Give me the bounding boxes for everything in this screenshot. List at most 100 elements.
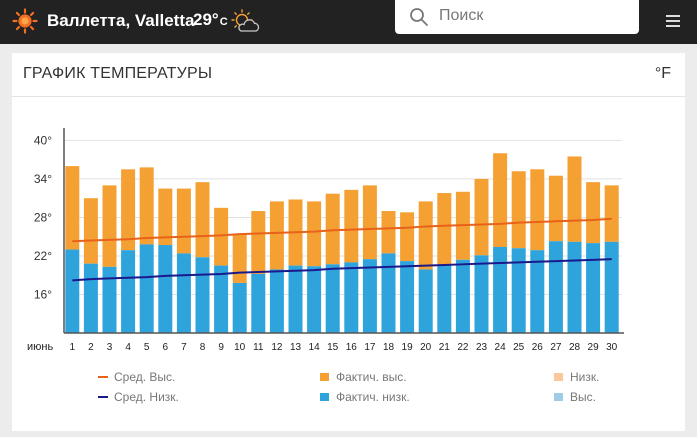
bar-actual-high (232, 233, 247, 283)
avg-low-line (72, 258, 612, 282)
bar-actual-high (511, 171, 526, 249)
x-tick-label: 14 (309, 342, 321, 353)
bar-actual-low (493, 246, 508, 333)
bar-actual-high (418, 201, 433, 270)
bar-actual-low (418, 269, 433, 333)
bar-actual-low (548, 241, 563, 333)
search-icon[interactable] (409, 7, 429, 27)
x-tick-label: 15 (327, 342, 339, 353)
x-tick-label: 7 (181, 342, 187, 353)
sun-logo-icon[interactable] (12, 8, 38, 34)
x-tick-label: 19 (402, 342, 414, 353)
bar-actual-high (530, 169, 545, 251)
bar-actual-high (121, 169, 136, 251)
bar-actual-low (65, 249, 80, 333)
avg-high-line (72, 217, 612, 243)
bar-actual-low (437, 265, 452, 333)
bar-actual-low (214, 265, 229, 333)
city-name-latin: Valletta (134, 11, 195, 30)
unit-toggle-button[interactable]: °F (654, 65, 671, 82)
y-tick-label: 34° (34, 172, 52, 186)
bar-actual-low (511, 248, 526, 333)
bar-actual-low (102, 266, 117, 333)
bar-actual-high (604, 185, 619, 242)
card-title: ГРАФИК ТЕМПЕРАТУРЫ (23, 65, 213, 82)
search-box[interactable] (395, 0, 639, 34)
city-name: Валлетта, (47, 11, 131, 30)
legend-swatch (554, 373, 563, 381)
top-bar: Валлетта, Valletta 29°C (0, 0, 697, 44)
bar-actual-low (176, 253, 191, 333)
legend-label: Выс. (570, 390, 596, 404)
legend-label: Сред. Выс. (114, 370, 175, 384)
x-tick-label: 4 (125, 342, 131, 353)
x-tick-label: 3 (107, 342, 113, 353)
x-tick-label: 20 (420, 342, 432, 353)
y-tick-label: 28° (34, 210, 52, 224)
search-input[interactable] (437, 3, 631, 29)
legend-label: Низк. (570, 370, 599, 384)
x-tick-label: 1 (70, 342, 76, 353)
x-tick-label: 17 (364, 342, 376, 353)
temperature-chart-card: ГРАФИК ТЕМПЕРАТУРЫ °F 40° 34° 28° 22° 16° июн… (12, 53, 685, 431)
x-tick-label: 23 (476, 342, 488, 353)
x-tick-label: 27 (550, 342, 562, 353)
bar-actual-high (307, 201, 322, 267)
bar-actual-high (493, 153, 508, 247)
x-tick-label: 22 (457, 342, 469, 353)
bar-actual-high (381, 211, 396, 254)
x-tick-label: 11 (253, 342, 264, 353)
bar-actual-low (195, 257, 210, 333)
bar-actual-low (400, 261, 415, 333)
month-label: июнь (27, 341, 53, 353)
bar-actual-low (269, 269, 284, 333)
bar-actual-high (65, 166, 80, 250)
bar-actual-low (139, 244, 154, 333)
bar-actual-high (195, 182, 210, 258)
bar-actual-high (251, 211, 266, 274)
x-tick-label: 6 (163, 342, 169, 353)
y-tick-label: 22° (34, 249, 52, 263)
bar-actual-high (548, 175, 563, 242)
x-tick-label: 18 (383, 342, 395, 353)
bar-actual-high (176, 188, 191, 254)
location-title[interactable]: Валлетта, Valletta (47, 11, 194, 31)
x-tick-label: 24 (495, 342, 507, 353)
partly-cloudy-icon (231, 9, 260, 32)
x-tick-label: 8 (200, 342, 206, 353)
temperature-value: 29° (193, 10, 219, 29)
bar-actual-high (214, 207, 229, 266)
legend-swatch (320, 393, 329, 401)
bar-actual-low (325, 264, 340, 333)
x-tick-label: 16 (346, 342, 358, 353)
bar-actual-low (344, 262, 359, 333)
bar-actual-low (567, 241, 582, 333)
y-tick-label: 16° (34, 287, 52, 301)
bar-actual-high (344, 189, 359, 263)
bar-actual-low (586, 243, 601, 333)
x-tick-label: 5 (144, 342, 150, 353)
bar-actual-high (586, 182, 601, 244)
x-tick-label: 28 (569, 342, 581, 353)
menu-icon[interactable] (666, 15, 680, 28)
current-temperature: 29°C (193, 10, 228, 30)
bar-actual-low (121, 250, 136, 333)
bar-actual-high (83, 198, 98, 264)
bar-actual-low (232, 282, 247, 333)
bar-actual-high (567, 156, 582, 242)
bar-actual-high (102, 185, 117, 267)
x-tick-label: 9 (218, 342, 224, 353)
bar-actual-high (362, 185, 377, 260)
bar-actual-low (530, 250, 545, 333)
bar-actual-low (288, 265, 303, 333)
bar-actual-low (83, 263, 98, 333)
bar-actual-low (604, 241, 619, 333)
x-tick-label: 29 (588, 342, 600, 353)
bar-actual-high (400, 212, 415, 262)
temperature-unit: C (219, 16, 228, 28)
bar-actual-low (307, 266, 322, 333)
legend-swatch (554, 393, 563, 401)
temperature-chart: 40°34°28°22°16°июнь 1 2 3 4 5 6 7 8 9 10 11 12 13 14 15… (27, 128, 624, 404)
x-tick-label: 25 (513, 342, 525, 353)
x-tick-label: 2 (88, 342, 94, 353)
